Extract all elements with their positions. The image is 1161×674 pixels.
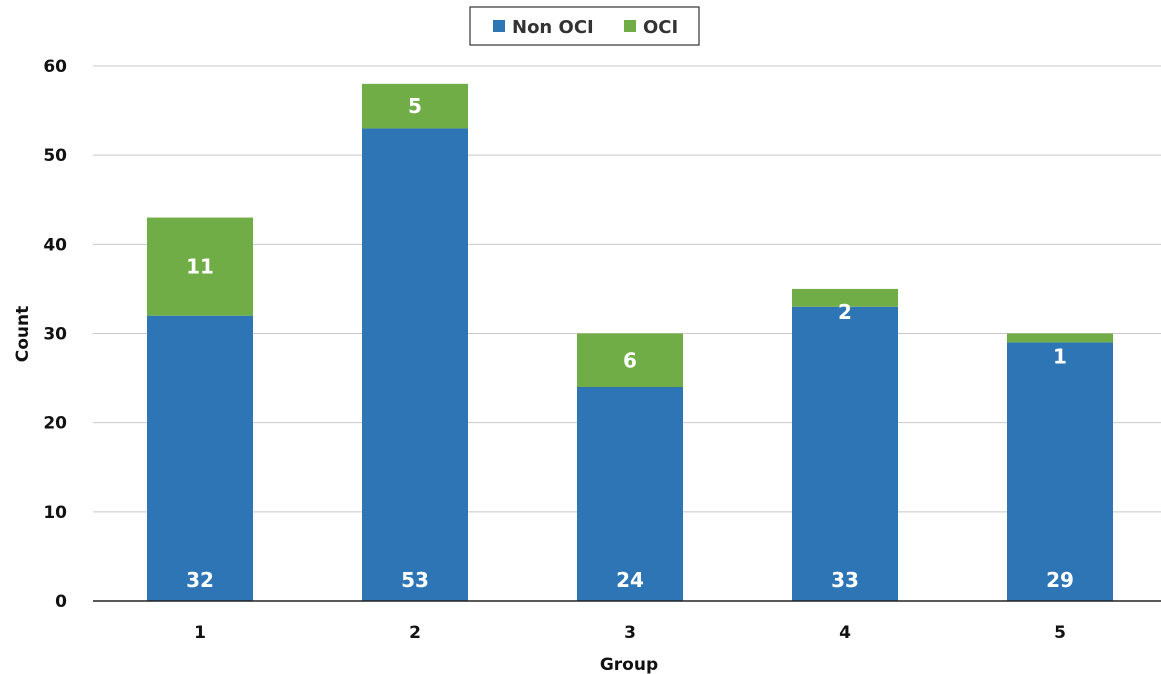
y-tick-label: 50	[43, 146, 67, 166]
data-label-non-oci: 24	[616, 568, 644, 592]
data-label-non-oci: 33	[831, 568, 859, 592]
bar-oci	[147, 217, 253, 316]
bar-non-oci	[1007, 342, 1113, 601]
bar-oci	[577, 333, 683, 387]
y-tick-label: 20	[43, 414, 67, 434]
legend-box	[469, 6, 700, 46]
data-label-oci: 6	[623, 348, 637, 372]
y-tick-label: 0	[55, 592, 67, 612]
x-tick-label: 1	[194, 623, 206, 643]
data-label-non-oci: 32	[186, 568, 214, 592]
x-tick-label: 4	[839, 623, 851, 643]
data-label-oci: 2	[838, 300, 852, 324]
x-tick-label: 5	[1054, 623, 1066, 643]
bar-non-oci	[792, 306, 898, 601]
bar-non-oci	[577, 387, 683, 601]
y-tick-label: 40	[43, 235, 67, 255]
x-tick-label: 2	[409, 623, 421, 643]
bar-non-oci	[147, 315, 253, 601]
bars	[147, 83, 1113, 601]
data-label-non-oci: 29	[1046, 568, 1074, 592]
data-label-oci: 1	[1053, 345, 1067, 369]
legend-label-non-oci: Non OCI	[512, 17, 594, 38]
legend-swatch-non-oci	[493, 20, 505, 32]
data-label-non-oci: 53	[401, 568, 429, 592]
y-tick-label: 10	[43, 503, 67, 523]
x-tick-label: 3	[624, 623, 636, 643]
y-tick-label: 60	[43, 57, 67, 77]
axes: 0 10 20 30 40 50 60 1 2 3 4 5	[43, 57, 1161, 643]
data-labels: 32 11 53 5 24 6 33 2 29 1	[186, 94, 1074, 592]
legend: Non OCI OCI	[469, 6, 700, 46]
bar-oci	[1007, 333, 1113, 343]
data-label-oci: 11	[186, 255, 214, 279]
bar-non-oci	[362, 128, 468, 601]
legend-label-oci: OCI	[643, 17, 678, 38]
x-axis-title: Group	[600, 655, 658, 674]
data-label-oci: 5	[408, 94, 422, 118]
bar-oci	[792, 288, 898, 307]
bar-oci	[362, 83, 468, 129]
y-axis-title: Count	[13, 306, 33, 363]
legend-swatch-oci	[624, 20, 636, 32]
y-tick-label: 30	[43, 325, 67, 345]
